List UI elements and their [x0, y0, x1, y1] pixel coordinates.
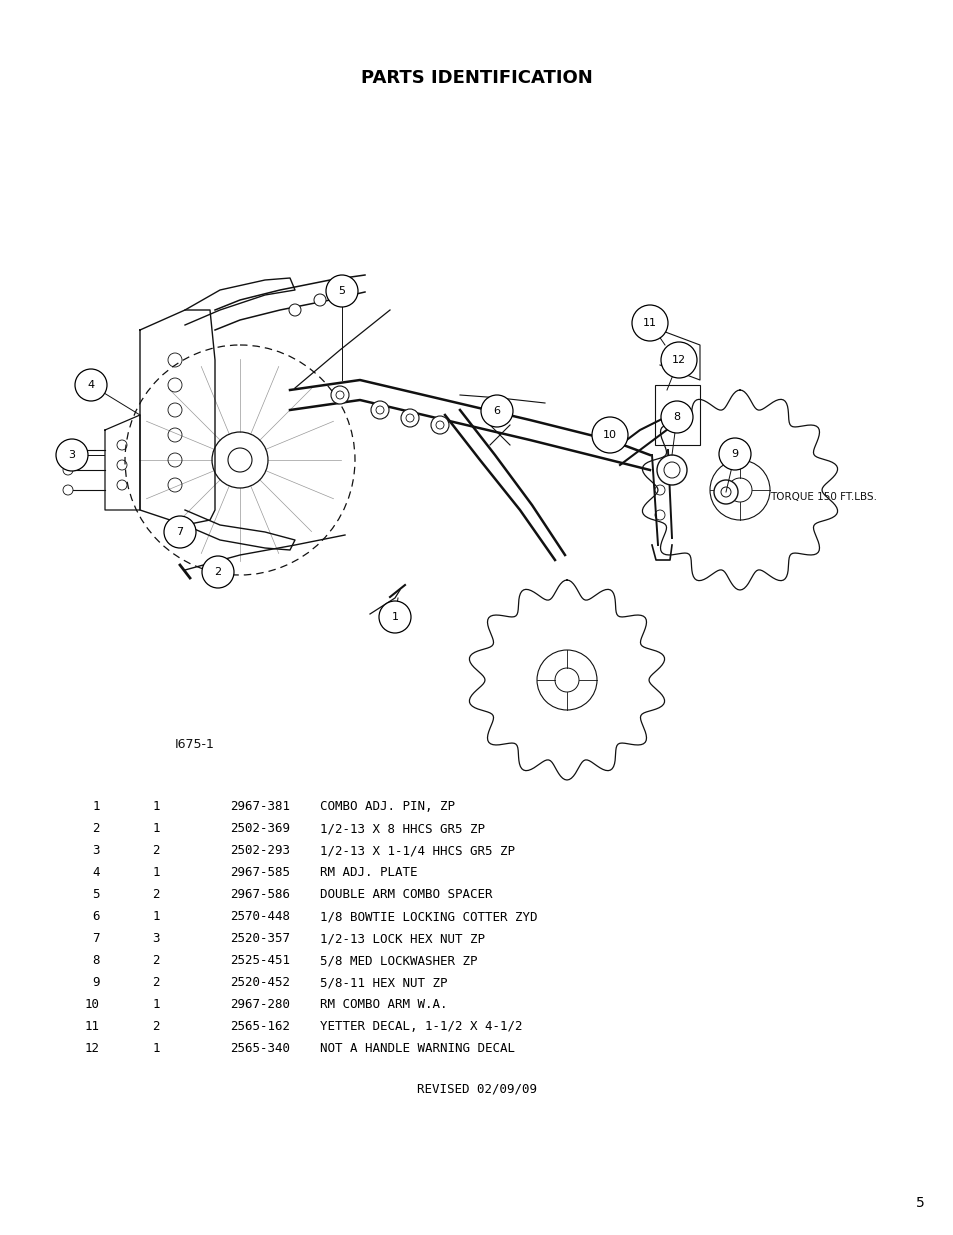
Circle shape [378, 601, 411, 634]
Text: 2570-448: 2570-448 [230, 910, 290, 923]
Text: 2: 2 [152, 1020, 160, 1032]
Circle shape [344, 284, 355, 296]
Circle shape [480, 395, 513, 427]
Circle shape [326, 275, 357, 308]
Circle shape [631, 305, 667, 341]
Text: 2967-585: 2967-585 [230, 866, 290, 879]
Text: 7: 7 [176, 527, 183, 537]
Text: 1: 1 [152, 910, 160, 923]
Text: 10: 10 [602, 430, 617, 440]
Text: 2: 2 [92, 823, 100, 835]
Text: 2: 2 [214, 567, 221, 577]
Text: 1: 1 [92, 800, 100, 813]
Circle shape [592, 417, 627, 453]
Circle shape [63, 485, 73, 495]
Text: 1: 1 [152, 823, 160, 835]
Text: 7: 7 [92, 932, 100, 945]
Text: 8: 8 [673, 412, 679, 422]
Text: 1/2-13 LOCK HEX NUT ZP: 1/2-13 LOCK HEX NUT ZP [319, 932, 484, 945]
Text: 2: 2 [152, 976, 160, 989]
Text: 9: 9 [731, 450, 738, 459]
Circle shape [56, 438, 88, 471]
Text: 9: 9 [92, 976, 100, 989]
Text: 2: 2 [152, 844, 160, 857]
Text: RM ADJ. PLATE: RM ADJ. PLATE [319, 866, 417, 879]
Text: 2525-451: 2525-451 [230, 953, 290, 967]
Text: TORQUE 150 FT.LBS.: TORQUE 150 FT.LBS. [769, 492, 876, 501]
Text: 2520-357: 2520-357 [230, 932, 290, 945]
Text: 1: 1 [391, 613, 398, 622]
Text: 5/8-11 HEX NUT ZP: 5/8-11 HEX NUT ZP [319, 976, 447, 989]
Text: 2502-369: 2502-369 [230, 823, 290, 835]
Text: REVISED 02/09/09: REVISED 02/09/09 [416, 1083, 537, 1095]
Text: 12: 12 [85, 1042, 100, 1055]
Text: 1: 1 [152, 1042, 160, 1055]
Text: 10: 10 [85, 998, 100, 1011]
Circle shape [489, 400, 504, 416]
Text: 5: 5 [338, 287, 345, 296]
Circle shape [63, 445, 73, 454]
Text: 2967-586: 2967-586 [230, 888, 290, 902]
Bar [655, 385, 700, 445]
Text: 1/8 BOWTIE LOCKING COTTER ZYD: 1/8 BOWTIE LOCKING COTTER ZYD [319, 910, 537, 923]
Text: 2565-162: 2565-162 [230, 1020, 290, 1032]
Text: 2565-340: 2565-340 [230, 1042, 290, 1055]
Circle shape [719, 438, 750, 471]
Text: 3: 3 [69, 450, 75, 459]
Text: 1: 1 [152, 800, 160, 813]
Circle shape [314, 294, 326, 306]
Text: 8: 8 [92, 953, 100, 967]
Circle shape [431, 416, 449, 433]
Text: YETTER DECAL, 1-1/2 X 4-1/2: YETTER DECAL, 1-1/2 X 4-1/2 [319, 1020, 522, 1032]
Circle shape [202, 556, 233, 588]
Text: 1/2-13 X 1-1/4 HHCS GR5 ZP: 1/2-13 X 1-1/4 HHCS GR5 ZP [319, 844, 515, 857]
Circle shape [660, 342, 697, 378]
Circle shape [371, 401, 389, 419]
Circle shape [400, 409, 418, 427]
Text: 11: 11 [85, 1020, 100, 1032]
Circle shape [289, 304, 301, 316]
Text: DOUBLE ARM COMBO SPACER: DOUBLE ARM COMBO SPACER [319, 888, 492, 902]
Text: 12: 12 [671, 354, 685, 366]
Text: 2967-381: 2967-381 [230, 800, 290, 813]
Text: 2: 2 [152, 888, 160, 902]
Text: 3: 3 [92, 844, 100, 857]
Text: 4: 4 [92, 866, 100, 879]
Text: 5: 5 [92, 888, 100, 902]
Text: 5/8 MED LOCKWASHER ZP: 5/8 MED LOCKWASHER ZP [319, 953, 477, 967]
Circle shape [660, 401, 692, 433]
Circle shape [63, 466, 73, 475]
Text: 5: 5 [915, 1195, 923, 1210]
Text: 6: 6 [493, 406, 500, 416]
Circle shape [75, 369, 107, 401]
Text: PARTS IDENTIFICATION: PARTS IDENTIFICATION [361, 69, 592, 86]
Text: I675-1: I675-1 [174, 739, 214, 751]
Text: 1/2-13 X 8 HHCS GR5 ZP: 1/2-13 X 8 HHCS GR5 ZP [319, 823, 484, 835]
Text: 3: 3 [152, 932, 160, 945]
Text: 11: 11 [642, 317, 657, 329]
Circle shape [331, 387, 349, 404]
Text: 6: 6 [92, 910, 100, 923]
Text: 2502-293: 2502-293 [230, 844, 290, 857]
Text: 2: 2 [152, 953, 160, 967]
Circle shape [164, 516, 195, 548]
Text: 2520-452: 2520-452 [230, 976, 290, 989]
Text: 2967-280: 2967-280 [230, 998, 290, 1011]
Text: 1: 1 [152, 866, 160, 879]
Text: 1: 1 [152, 998, 160, 1011]
Circle shape [657, 454, 686, 485]
Text: 4: 4 [88, 380, 94, 390]
Text: NOT A HANDLE WARNING DECAL: NOT A HANDLE WARNING DECAL [319, 1042, 515, 1055]
Text: RM COMBO ARM W.A.: RM COMBO ARM W.A. [319, 998, 447, 1011]
Circle shape [713, 480, 738, 504]
Text: COMBO ADJ. PIN, ZP: COMBO ADJ. PIN, ZP [319, 800, 455, 813]
